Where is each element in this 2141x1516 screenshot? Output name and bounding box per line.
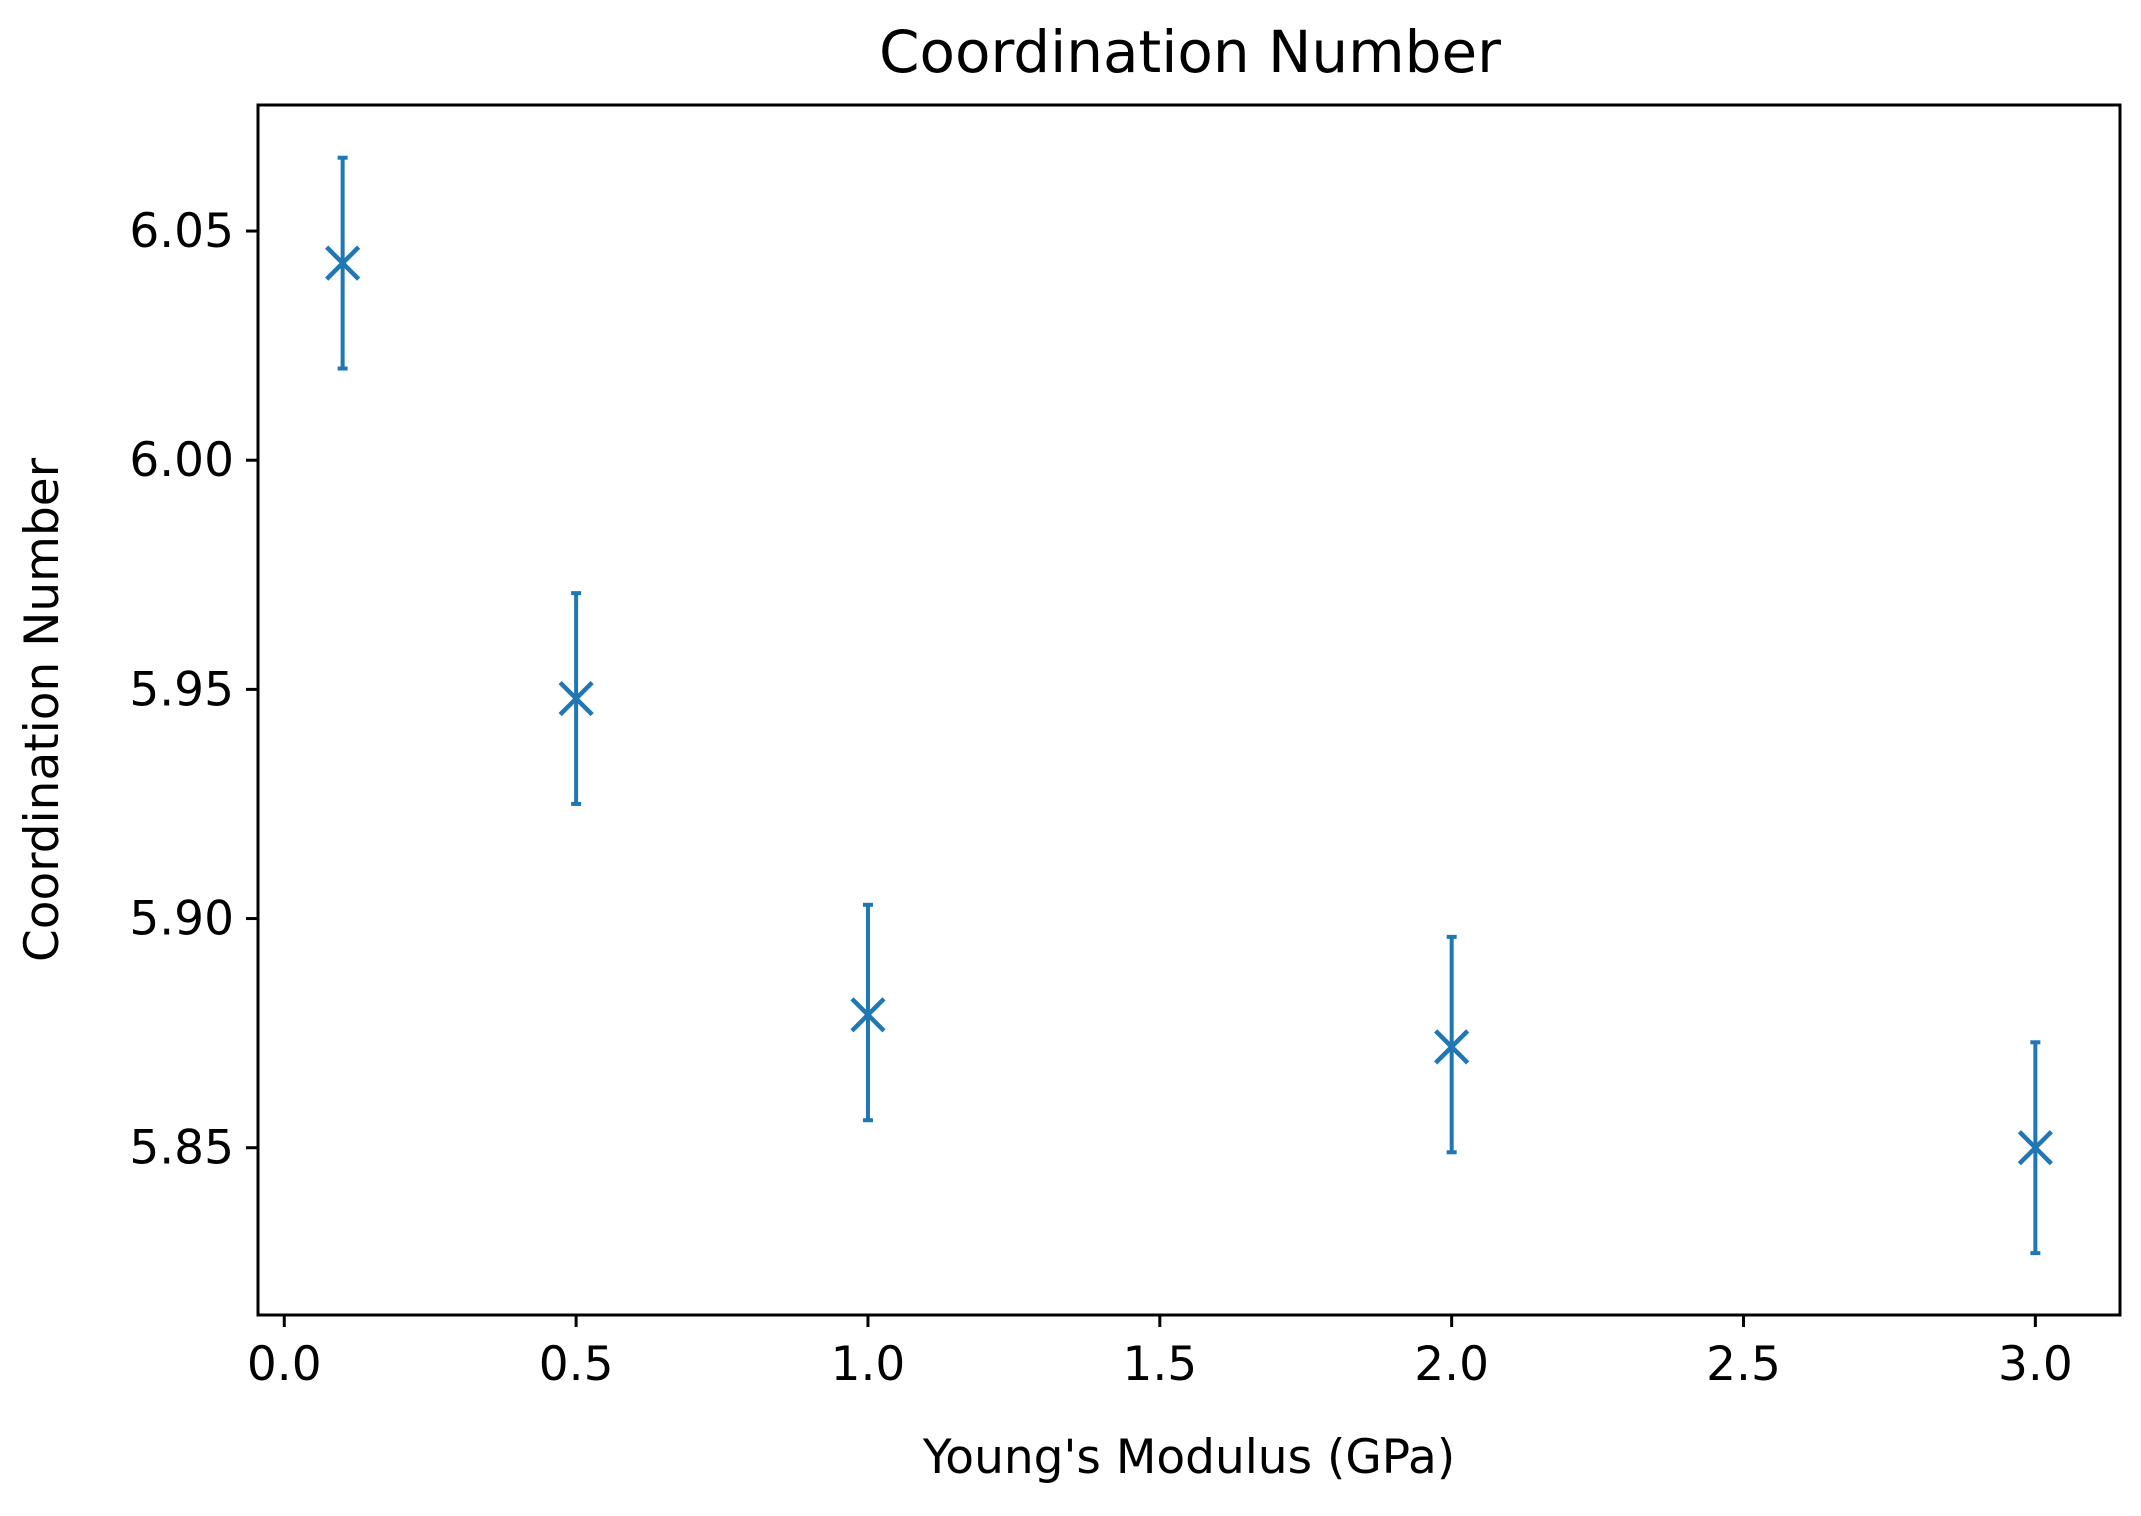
x-axis-title: Young's Modulus (GPa) xyxy=(922,1430,1455,1485)
data-series xyxy=(325,155,2053,1256)
x-tick-label: 0.0 xyxy=(247,1337,322,1392)
data-point-marker xyxy=(558,680,594,717)
y-tick-label: 6.05 xyxy=(129,204,234,259)
x-tick-label: 1.0 xyxy=(831,1337,906,1392)
y-axis-title: Coordination Number xyxy=(15,457,70,962)
marker-stroke xyxy=(1434,1029,1470,1065)
chart-title: Coordination Number xyxy=(879,18,1501,86)
x-tick-label: 2.0 xyxy=(1414,1337,1489,1392)
data-point-marker xyxy=(2017,1130,2053,1166)
y-tick-label: 6.00 xyxy=(129,433,234,488)
x-axis-ticks: 0.0 0.5 1.0 1.5 2.0 2.5 3.0 xyxy=(247,1315,2073,1392)
data-point-marker xyxy=(325,245,361,281)
x-tick-label: 2.5 xyxy=(1706,1337,1781,1392)
data-point-marker xyxy=(850,997,886,1033)
marker-stroke xyxy=(325,245,361,281)
y-tick-label: 5.95 xyxy=(129,662,234,717)
plot-area-frame xyxy=(256,103,2122,1317)
marker-stroke xyxy=(850,997,886,1033)
data-point-marker xyxy=(1434,1029,1470,1065)
x-tick-label: 3.0 xyxy=(1998,1337,2073,1392)
marker-stroke xyxy=(558,680,594,717)
y-tick-label: 5.85 xyxy=(129,1121,234,1176)
y-axis-ticks: 5.85 5.90 5.95 6.00 6.05 xyxy=(129,204,258,1176)
x-tick-label: 0.5 xyxy=(539,1337,614,1392)
y-tick-label: 5.90 xyxy=(129,892,234,947)
x-tick-label: 1.5 xyxy=(1122,1337,1197,1392)
marker-stroke xyxy=(2017,1130,2053,1166)
